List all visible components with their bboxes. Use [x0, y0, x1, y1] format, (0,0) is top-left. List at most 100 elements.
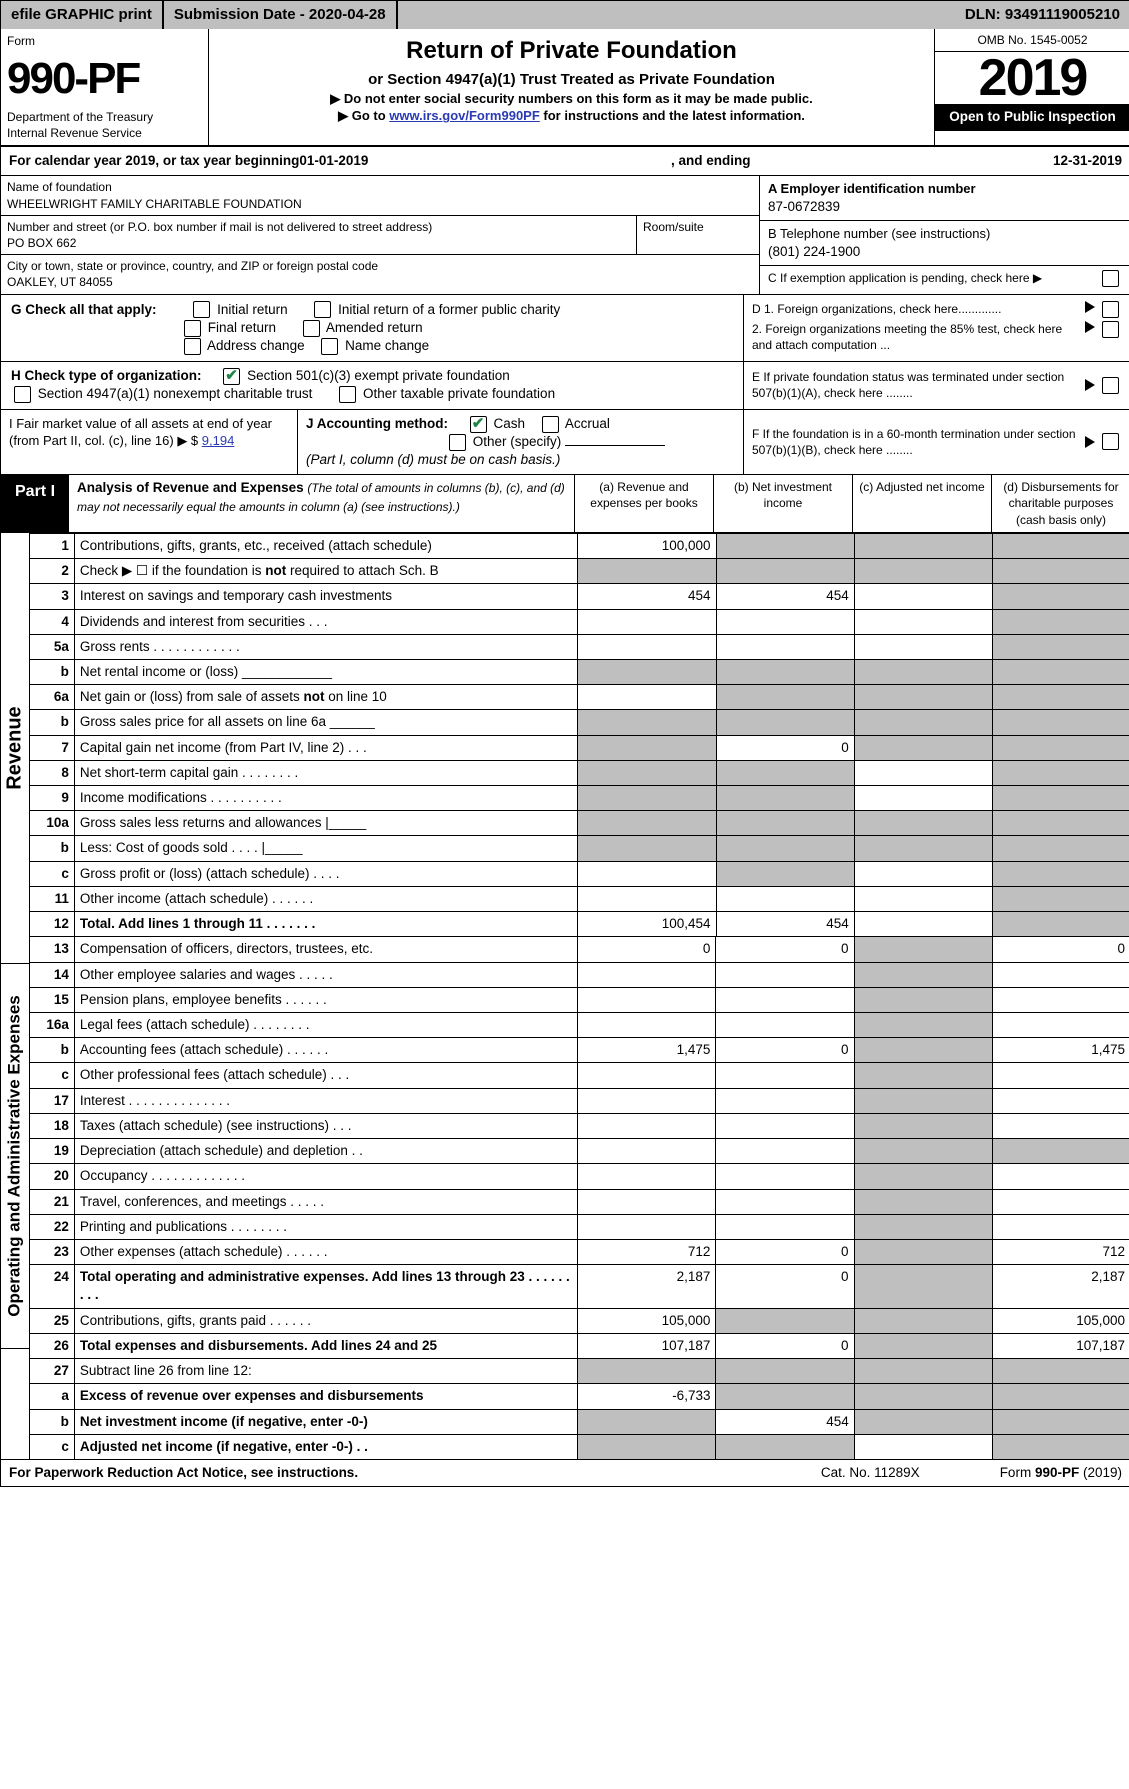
value-cell — [578, 886, 716, 911]
checkbox-j-accrual[interactable] — [542, 416, 559, 433]
checkbox-g-amended[interactable] — [303, 320, 320, 337]
checkbox-d2[interactable] — [1102, 321, 1119, 338]
value-cell — [854, 533, 992, 558]
value-cell — [992, 533, 1129, 558]
line-desc: Capital gain net income (from Part IV, l… — [74, 735, 577, 760]
efile-print-button[interactable]: efile GRAPHIC print — [1, 1, 164, 29]
value-cell — [577, 1214, 715, 1239]
line-desc: Income modifications . . . . . . . . . . — [74, 786, 577, 811]
line-number: c — [30, 861, 74, 886]
checkbox-g-initial-former[interactable] — [314, 301, 331, 318]
h-opt-501c3: Section 501(c)(3) exempt private foundat… — [247, 368, 510, 383]
line-number: 3 — [30, 584, 74, 609]
value-cell — [992, 1113, 1129, 1138]
h-e-block: H Check type of organization: Section 50… — [1, 362, 1129, 409]
checkbox-h-other[interactable] — [339, 386, 356, 403]
line-number: 8 — [30, 760, 74, 785]
value-cell — [716, 659, 854, 684]
form-url-link[interactable]: www.irs.gov/Form990PF — [389, 108, 540, 123]
line-number: 2 — [30, 559, 74, 584]
value-cell — [716, 1164, 854, 1189]
value-cell — [854, 987, 992, 1012]
side-expenses-label: Operating and Administrative Expenses — [4, 995, 27, 1317]
line-number: b — [30, 1409, 74, 1434]
checkbox-d1[interactable] — [1102, 301, 1119, 318]
h-label: H Check type of organization: — [11, 368, 202, 383]
line-desc: Gross profit or (loss) (attach schedule)… — [74, 861, 577, 886]
value-cell — [716, 1113, 854, 1138]
value-cell — [716, 1384, 854, 1409]
line-number: 13 — [30, 937, 74, 962]
col-b-header: (b) Net investment income — [713, 475, 852, 532]
value-cell: 0 — [716, 1038, 854, 1063]
checkbox-e[interactable] — [1102, 377, 1119, 394]
value-cell — [992, 634, 1129, 659]
j-note: (Part I, column (d) must be on cash basi… — [306, 452, 560, 467]
checkbox-g-addr[interactable] — [184, 338, 201, 355]
table-row: 10aGross sales less returns and allowanc… — [30, 811, 1129, 836]
form-label: Form — [7, 33, 202, 49]
line-desc: Occupancy . . . . . . . . . . . . . — [74, 1164, 577, 1189]
value-cell — [854, 559, 992, 584]
value-cell — [854, 1113, 992, 1138]
value-cell — [854, 937, 992, 962]
top-bar: efile GRAPHIC print Submission Date - 20… — [1, 1, 1129, 29]
line-number: 26 — [30, 1333, 74, 1358]
g-label: G Check all that apply: — [11, 302, 157, 317]
line-desc: Check ▶ ☐ if the foundation is not requi… — [74, 559, 577, 584]
checkbox-g-final[interactable] — [184, 320, 201, 337]
value-cell — [716, 962, 854, 987]
value-cell — [578, 760, 716, 785]
value-cell: 0 — [992, 937, 1129, 962]
checkbox-h-501c3[interactable] — [223, 368, 240, 385]
line-desc: Contributions, gifts, grants paid . . . … — [74, 1308, 577, 1333]
part1-title: Analysis of Revenue and Expenses — [77, 480, 304, 495]
checkbox-j-cash[interactable] — [470, 416, 487, 433]
checkbox-c[interactable] — [1102, 270, 1119, 287]
value-cell — [992, 1013, 1129, 1038]
line-number: b — [30, 836, 74, 861]
c-exemption-label: C If exemption application is pending, c… — [768, 270, 1099, 286]
value-cell — [854, 609, 992, 634]
value-cell: 454 — [716, 912, 854, 937]
value-cell: 712 — [577, 1239, 715, 1264]
value-cell — [992, 836, 1129, 861]
line-number: 22 — [30, 1214, 74, 1239]
i-value: 9,194 — [202, 433, 235, 448]
value-cell — [716, 1013, 854, 1038]
checkbox-j-other[interactable] — [449, 434, 466, 451]
table-row: 20Occupancy . . . . . . . . . . . . . — [30, 1164, 1129, 1189]
line-desc: Other income (attach schedule) . . . . .… — [74, 886, 577, 911]
value-cell — [992, 609, 1129, 634]
checkbox-h-4947[interactable] — [14, 386, 31, 403]
line-number: 6a — [30, 685, 74, 710]
value-cell — [992, 1164, 1129, 1189]
calyr-mid: , and ending — [368, 152, 1053, 170]
value-cell — [854, 685, 992, 710]
value-cell — [716, 1359, 854, 1384]
note-url: ▶ Go to www.irs.gov/Form990PF for instru… — [229, 107, 914, 125]
line-number: 12 — [30, 912, 74, 937]
value-cell — [854, 786, 992, 811]
value-cell — [854, 634, 992, 659]
value-cell — [577, 1139, 715, 1164]
checkbox-f[interactable] — [1102, 433, 1119, 450]
value-cell — [992, 584, 1129, 609]
g-d-block: G Check all that apply: Initial return I… — [1, 295, 1129, 363]
value-cell — [578, 735, 716, 760]
line-number: 10a — [30, 811, 74, 836]
page-subtitle: or Section 4947(a)(1) Trust Treated as P… — [229, 70, 914, 90]
checkbox-g-name[interactable] — [321, 338, 338, 355]
value-cell: 1,475 — [577, 1038, 715, 1063]
value-cell — [716, 987, 854, 1012]
value-cell — [854, 861, 992, 886]
value-cell — [716, 533, 854, 558]
d2-label: 2. Foreign organizations meeting the 85%… — [752, 321, 1081, 353]
value-cell — [854, 1359, 992, 1384]
side-revenue-label: Revenue — [2, 706, 29, 789]
line-number: 1 — [30, 533, 74, 558]
checkbox-g-initial[interactable] — [193, 301, 210, 318]
line-desc: Gross rents . . . . . . . . . . . . — [74, 634, 577, 659]
table-row: 27Subtract line 26 from line 12: — [30, 1359, 1129, 1384]
line-number: 15 — [30, 987, 74, 1012]
